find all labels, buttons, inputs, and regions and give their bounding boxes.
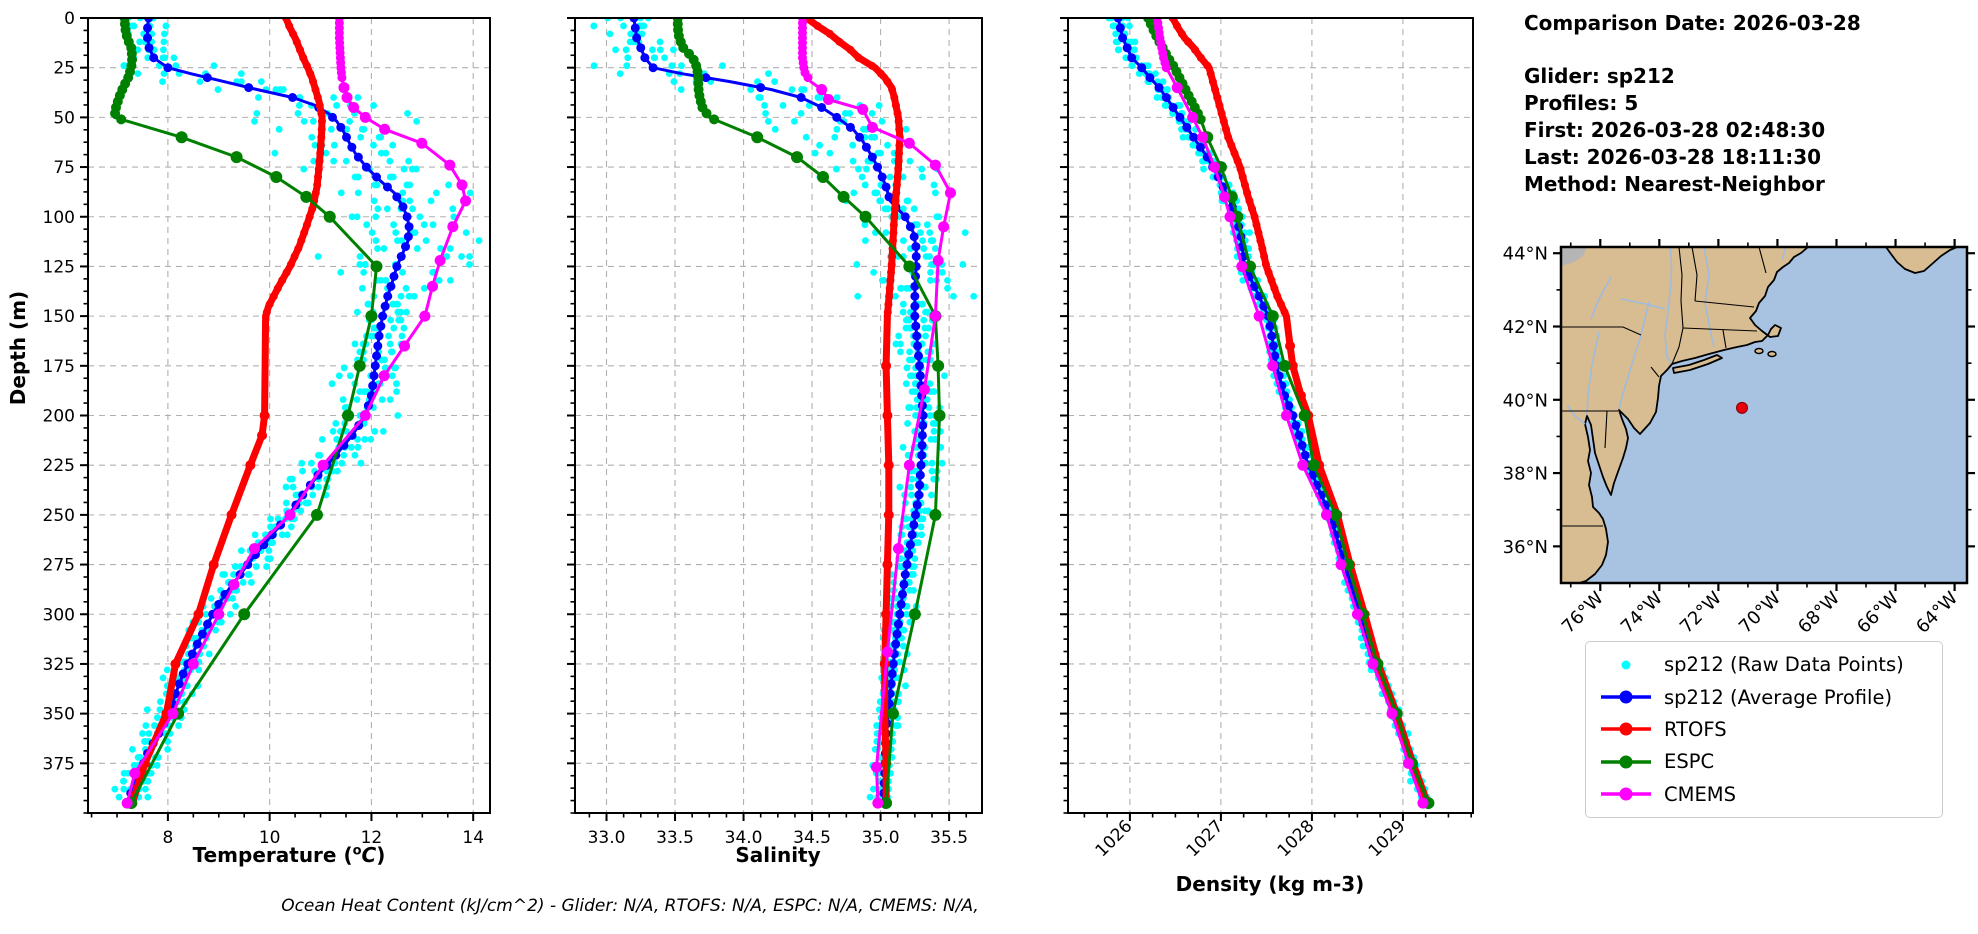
map-lon-tick-label: 76°W: [1558, 588, 1608, 638]
legend-item-label: ESPC: [1664, 750, 1715, 774]
location-map: 76°W 74°W 72°W 70°W 68°W 66°W 64°W 44°N 42°N 40°N…: [1503, 239, 1975, 638]
salinity-axis-label: Salinity: [735, 843, 821, 867]
density-profile-plot: 1026 1027 1028 1029: [1060, 17, 1474, 861]
density-axis-label: Density (kg m-3): [1175, 872, 1365, 896]
svg-text:34.5: 34.5: [793, 828, 831, 848]
glider-text: Glider: sp212: [1524, 64, 1675, 88]
first-time-text: First: 2026-03-28 02:48:30: [1524, 118, 1826, 142]
legend-item: sp212 (Average Profile): [1586, 686, 1942, 709]
last-time-text: Last: 2026-03-28 18:11:30: [1524, 145, 1822, 169]
svg-text:375: 375: [43, 754, 75, 774]
map-lake-gray: [1561, 247, 1587, 266]
method-text: Method: Nearest-Neighbor: [1524, 172, 1825, 196]
map-state-borders: [1561, 246, 1767, 527]
map-lon-tick-label: 66°W: [1853, 588, 1903, 638]
svg-text:75: 75: [53, 158, 75, 178]
legend-item: RTOFS: [1586, 718, 1942, 741]
map-lon-tick-label: 68°W: [1794, 588, 1844, 638]
map-rivers: [1566, 246, 1787, 425]
map-lat-tick-label: 38°N: [1503, 464, 1548, 485]
legend-line-marker-icon: [1601, 787, 1651, 801]
map-lon-tick-label: 72°W: [1676, 588, 1726, 638]
svg-text:14: 14: [462, 828, 484, 848]
svg-text:50: 50: [53, 108, 75, 128]
temperature-profile-plot: 8 10 12 14 0 25 50 75 100 125 150 175 200 225 250 275 30…: [43, 9, 491, 848]
svg-text:12: 12: [361, 828, 383, 848]
svg-text:350: 350: [43, 705, 75, 725]
svg-text:25: 25: [53, 59, 75, 79]
legend-line-marker-icon: [1601, 722, 1651, 736]
map-lat-tick-label: 44°N: [1503, 244, 1548, 265]
legend-item-label: RTOFS: [1664, 717, 1727, 741]
legend-item: ESPC: [1586, 750, 1942, 773]
legend-item-label: sp212 (Raw Data Points): [1664, 653, 1904, 677]
svg-text:33.0: 33.0: [588, 828, 626, 848]
svg-text:35.0: 35.0: [862, 828, 900, 848]
legend-item: CMEMS: [1586, 783, 1942, 806]
svg-text:34.0: 34.0: [725, 828, 763, 848]
profiles-text: Profiles: 5: [1524, 91, 1639, 115]
svg-text:1028: 1028: [1274, 816, 1319, 861]
svg-text:1029: 1029: [1365, 816, 1410, 861]
comparison-date-text: Comparison Date: 2026-03-28: [1524, 11, 1861, 35]
legend-item: sp212 (Raw Data Points): [1586, 653, 1942, 676]
map-lon-tick-label: 64°W: [1912, 588, 1962, 638]
map-lat-tick-label: 40°N: [1503, 390, 1548, 411]
svg-text:275: 275: [43, 556, 75, 576]
temperature-axis-label: Temperature (oC): [192, 843, 386, 867]
legend-dot-marker-icon: [1621, 660, 1631, 670]
svg-text:8: 8: [162, 828, 173, 848]
comparison-info-block: Comparison Date: 2026-03-28 Glider: sp21…: [1524, 10, 1861, 198]
map-lon-tick-label: 70°W: [1735, 588, 1785, 638]
svg-text:10: 10: [259, 828, 281, 848]
legend: sp212 (Raw Data Points) sp212 (Average Pr…: [1585, 641, 1943, 818]
svg-text:225: 225: [43, 456, 75, 476]
svg-text:1026: 1026: [1092, 816, 1137, 861]
svg-text:1027: 1027: [1183, 816, 1228, 861]
svg-text:175: 175: [43, 357, 75, 377]
legend-item-label: sp212 (Average Profile): [1664, 685, 1893, 709]
svg-text:35.5: 35.5: [930, 828, 968, 848]
ocean-heat-content-text: Ocean Heat Content (kJ/cm^2) - Glider: N…: [281, 896, 979, 916]
svg-text:125: 125: [43, 257, 75, 277]
legend-line-marker-icon: [1601, 755, 1651, 769]
legend-item-label: CMEMS: [1664, 782, 1736, 806]
svg-text:33.5: 33.5: [656, 828, 694, 848]
map-lon-tick-label: 74°W: [1617, 588, 1667, 638]
svg-text:300: 300: [43, 605, 75, 625]
svg-text:250: 250: [43, 506, 75, 526]
depth-axis-label: Depth (m): [6, 290, 30, 406]
glider-location-marker: [1736, 401, 1749, 414]
svg-text:325: 325: [43, 655, 75, 675]
map-lat-tick-label: 42°N: [1503, 317, 1548, 338]
legend-line-marker-icon: [1601, 690, 1651, 704]
svg-text:200: 200: [43, 407, 75, 427]
svg-text:0: 0: [64, 9, 75, 29]
map-border: [1559, 245, 1969, 585]
map-lat-tick-label: 36°N: [1503, 537, 1548, 558]
svg-text:150: 150: [43, 307, 75, 327]
salinity-profile-plot: 33.0 33.5 34.0 34.5 35.0 35.5: [567, 17, 983, 848]
svg-text:100: 100: [43, 208, 75, 228]
